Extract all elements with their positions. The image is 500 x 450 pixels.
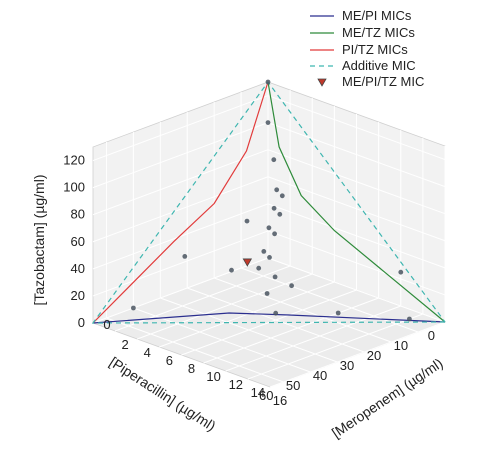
z-tick-label: 80: [71, 207, 85, 222]
data-point: [407, 316, 412, 322]
data-point: [271, 157, 277, 163]
floor-grid-y: [133, 307, 311, 373]
legend-label-additive: Additive MIC: [342, 58, 416, 73]
floor-grid-x: [247, 313, 424, 380]
x-tick-label: 4: [144, 345, 151, 360]
wall-grid-z-xz: [267, 203, 446, 269]
series-layer: [91, 80, 446, 324]
data-point: [398, 269, 404, 275]
data-point: [256, 265, 262, 271]
y-tick-label: 10: [394, 338, 408, 353]
y-tick-label: 20: [367, 348, 381, 363]
x-tick-label: 16: [273, 393, 287, 408]
z-tick-label: 0: [78, 315, 85, 330]
data-point: [271, 205, 277, 211]
series-line-1: [267, 81, 446, 323]
series-line-0: [92, 312, 446, 324]
wall-grid-z-yz: [92, 149, 269, 216]
series-line-2: [92, 81, 269, 324]
data-point: [267, 255, 272, 260]
legend-label-me-pi: ME/PI MICs: [342, 8, 412, 23]
wall-grid-z-yz: [92, 203, 269, 270]
y-tick-label: 60: [259, 388, 273, 403]
y-axis-label: [Piperacillin] (µg/ml): [107, 354, 219, 435]
tick-labels: 2 468 10 12 14 16 0 0 10 20 30 40 50 60 0 20 40 60 80 100 12…: [63, 153, 435, 409]
data-point: [335, 310, 341, 316]
data-point: [266, 225, 272, 231]
z-tick-label: 60: [71, 234, 85, 249]
floor-grid-x: [225, 305, 401, 372]
legend-label-me-tz: ME/TZ MICs: [342, 25, 415, 40]
y-tick-label: 30: [340, 358, 354, 373]
data-point: [264, 291, 270, 296]
floor-grid-x: [114, 265, 291, 332]
y-tick-label: 40: [313, 368, 327, 383]
legend: ME/PI MICs ME/TZ MICs PI/TZ MICs Additiv…: [310, 8, 424, 89]
z-tick-label: 100: [63, 180, 85, 195]
wall-grid-z-xz: [267, 122, 446, 188]
x-tick-label: 14: [251, 385, 265, 400]
z-tick-label: 20: [71, 288, 85, 303]
data-point: [272, 231, 277, 237]
wall-grid-z-xz: [267, 230, 446, 296]
floor-grid-x: [269, 321, 446, 388]
z-tick-label: 40: [71, 261, 85, 276]
wall-grid-z-yz: [92, 176, 269, 243]
data-point: [131, 305, 136, 311]
wall-grid-z-xz: [267, 257, 446, 323]
data-point: [289, 283, 294, 289]
z-tick-label: 120: [63, 153, 85, 168]
wall-grid-z-yz: [92, 122, 269, 189]
data-point: [277, 211, 283, 217]
legend-label-pi-tz: PI/TZ MICs: [342, 42, 408, 57]
x-tick-label: 10: [206, 369, 220, 384]
data-point: [265, 120, 271, 125]
data-point: [279, 193, 285, 199]
wall-grid-z-yz: [92, 95, 269, 162]
x-tick-label: 12: [229, 377, 243, 392]
data-point: [182, 254, 188, 259]
y-tick-label: 0: [428, 328, 435, 343]
wall-grid-z-yz: [92, 257, 269, 324]
legend-label-triple: ME/PI/TZ MIC: [342, 74, 424, 89]
wall-grid-z-yz: [92, 230, 269, 297]
wall-grid-z-xz: [267, 149, 446, 215]
data-point: [265, 79, 271, 85]
data-point: [273, 310, 279, 316]
x-tick-label: 0: [103, 317, 110, 332]
floor-grid-y: [187, 287, 365, 353]
floor-grid-x: [159, 281, 335, 348]
floor-grid-y: [240, 267, 419, 333]
data-point: [261, 249, 267, 254]
floor-grid-x: [203, 297, 379, 364]
floor-grid-y: [106, 317, 284, 383]
x-tick-label: 8: [188, 361, 195, 376]
data-point: [229, 267, 234, 273]
observation-points: [131, 79, 412, 322]
floor-grid-y: [160, 297, 338, 363]
legend-marker-triple: [317, 78, 327, 87]
x-tick-label: 2: [121, 337, 128, 352]
x-tick-label: 6: [166, 353, 173, 368]
floor-grid-x: [181, 289, 357, 356]
data-point: [244, 218, 250, 224]
data-point: [274, 187, 280, 193]
triple-mic-marker: [242, 258, 253, 267]
y-tick-label: 50: [286, 378, 300, 393]
grid-lines: [92, 82, 446, 388]
floor-grid-y: [213, 277, 392, 343]
floor-grid-x: [137, 273, 313, 340]
data-point: [272, 274, 278, 280]
wall-grid-z-xz: [267, 95, 446, 161]
z-axis-label: [Tazobactam] (µg/ml): [31, 175, 47, 306]
